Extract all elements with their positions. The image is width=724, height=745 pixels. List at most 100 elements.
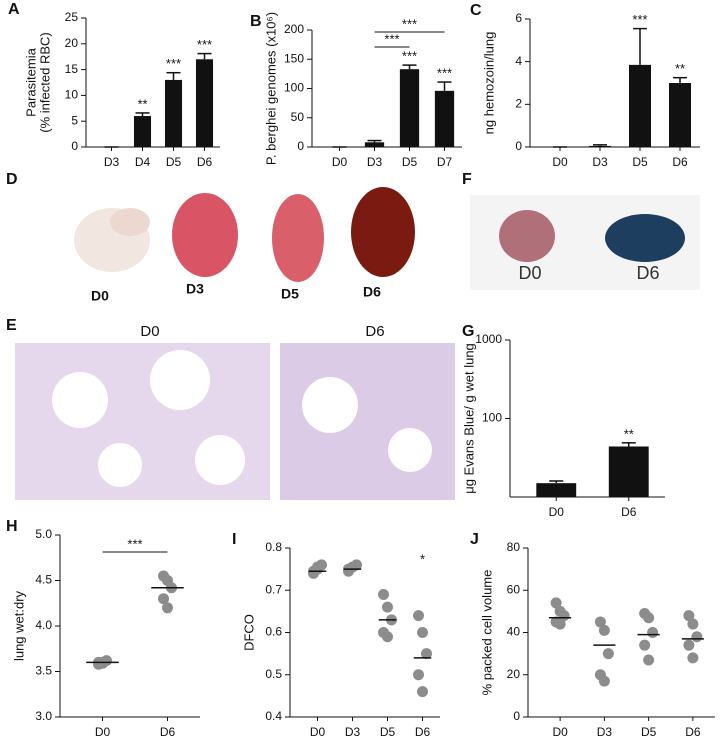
y-tick-label: 200 (284, 22, 304, 36)
point (602, 648, 614, 660)
point (643, 654, 655, 666)
x-tick-label: D0 (310, 725, 326, 739)
photo-label: D0 (140, 323, 159, 340)
significance: ** (675, 61, 685, 76)
point (598, 675, 610, 687)
y-tick-label: 20 (507, 667, 521, 681)
y-tick-label: 0 (71, 139, 78, 153)
point (594, 616, 606, 628)
x-tick-label: D0 (552, 725, 568, 739)
lung-photo (110, 208, 150, 236)
panel-f: F D0 D6 (462, 171, 700, 290)
y-tick-label: 0.7 (265, 582, 282, 596)
point (639, 639, 651, 651)
panel-label: E (6, 317, 17, 334)
significance: *** (437, 66, 452, 81)
significance: *** (632, 12, 647, 27)
photo-label: D0 (91, 288, 109, 304)
y-tick-label: 3.5 (35, 664, 52, 678)
photo-label: D6 (363, 284, 381, 300)
y-tick-label: 100 (284, 81, 304, 95)
point (158, 593, 169, 605)
photo-label: D5 (281, 286, 299, 302)
alveolus (150, 350, 210, 410)
bar (364, 142, 385, 147)
significance: *** (127, 536, 142, 551)
point (413, 669, 424, 681)
panel-label: H (6, 518, 18, 535)
significance: *** (402, 16, 417, 31)
y-axis-label: ng hemozoin/lung (481, 32, 496, 135)
y-tick-label: 5 (71, 113, 78, 127)
significance: *** (402, 49, 417, 64)
y-tick-label: 150 (284, 51, 304, 65)
bar (399, 69, 420, 147)
y-tick-label: 40 (507, 625, 521, 639)
panel-label: F (462, 171, 472, 188)
x-tick-label: D3 (592, 155, 608, 169)
panel-label: G (462, 323, 474, 340)
x-tick-label: D0 (332, 155, 348, 169)
significance: *** (166, 56, 181, 71)
x-tick-label: D6 (160, 725, 176, 739)
panel-e: E D0 D6 (6, 317, 455, 500)
y-tick-label: 4.5 (35, 573, 52, 587)
y-tick-label: 0 (297, 139, 304, 153)
x-tick-label: D6 (415, 725, 431, 739)
x-tick-label: D3 (597, 725, 613, 739)
photo-label: D6 (365, 323, 384, 340)
bar (434, 90, 455, 147)
y-axis-label: P. berghei genomes (x10⁶) (263, 12, 278, 165)
alveolus (52, 372, 108, 428)
histology-photo (280, 343, 455, 500)
y-tick-label: 15 (65, 62, 79, 76)
x-tick-label: D3 (367, 155, 383, 169)
x-tick-label: D5 (166, 155, 182, 169)
significance: *** (197, 37, 212, 52)
bar (669, 83, 691, 147)
y-tick-label: 2 (515, 97, 522, 111)
y-tick-label: 4.0 (35, 618, 52, 632)
panel-d: D D0 D3 D5 D6 (6, 171, 415, 304)
y-tick-label: 0.6 (265, 625, 282, 639)
point (683, 610, 695, 622)
lung-photo (605, 214, 685, 262)
bar (629, 64, 651, 147)
y-tick-label: 25 (65, 10, 79, 24)
lung-photo (272, 194, 324, 282)
significance: ** (624, 426, 634, 441)
x-tick-label: D6 (621, 505, 637, 519)
point (97, 657, 108, 669)
point (413, 610, 424, 622)
alveolus (302, 377, 358, 433)
panel-label: I (232, 531, 236, 548)
x-tick-label: D5 (380, 725, 396, 739)
photo-label: D0 (518, 263, 541, 283)
point (382, 631, 393, 643)
panel-label: J (470, 531, 479, 548)
y-tick-label: 6 (515, 11, 522, 25)
y-tick-label: 0 (513, 709, 520, 723)
point (691, 631, 703, 643)
bar (195, 59, 214, 147)
panel-label: D (6, 171, 18, 188)
point (550, 597, 562, 609)
panel-label: A (8, 1, 20, 18)
alveolus (388, 428, 432, 472)
alveolus (98, 443, 142, 487)
point (598, 624, 610, 636)
x-tick-label: D0 (95, 725, 111, 739)
y-tick-label: 10 (65, 88, 79, 102)
y-tick-label: 4 (515, 54, 522, 68)
point (683, 639, 695, 651)
y-axis-label: lung wet:dry (11, 590, 26, 661)
x-tick-label: D3 (104, 155, 120, 169)
bar (589, 145, 611, 147)
point (687, 652, 699, 664)
significance: ** (137, 96, 147, 111)
x-tick-label: D7 (437, 155, 453, 169)
y-tick-label: 5.0 (35, 527, 52, 541)
y-tick-label: 80 (507, 540, 521, 554)
point (382, 601, 393, 613)
x-tick-label: D0 (552, 155, 568, 169)
